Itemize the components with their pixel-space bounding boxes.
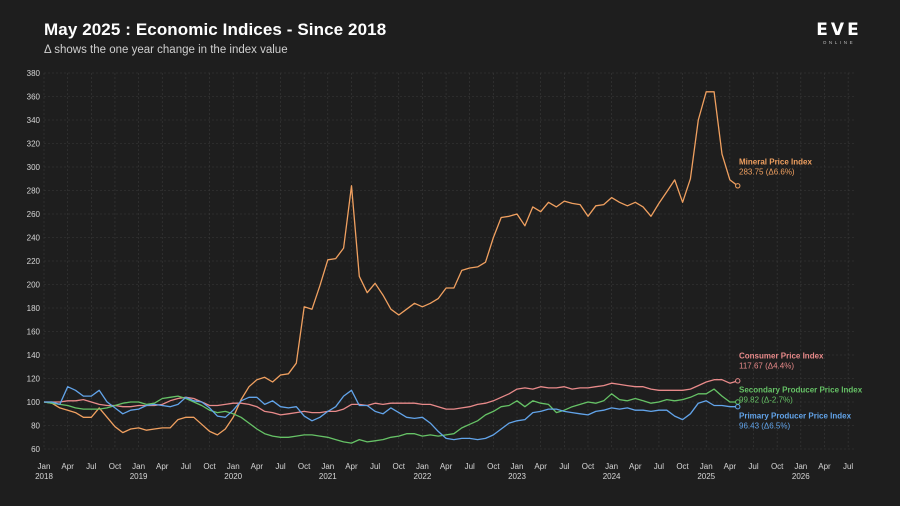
x-tick-label: Apr	[61, 462, 74, 471]
y-tick-label: 140	[27, 351, 41, 360]
y-tick-label: 220	[27, 257, 41, 266]
x-tick-label: Jan	[700, 462, 713, 471]
x-tick-label: Oct	[298, 462, 311, 471]
logo-subtitle: ONLINE	[822, 40, 856, 45]
x-tick-label: Oct	[109, 462, 122, 471]
series-group	[43, 91, 741, 444]
x-tick-label: Jan	[321, 462, 334, 471]
x-year-label: 2024	[603, 472, 621, 481]
x-year-label: 2019	[130, 472, 148, 481]
series-name-label: Primary Producer Price Index	[739, 411, 852, 420]
x-tick-label: Jul	[843, 462, 853, 471]
series-endpoint-1	[735, 378, 741, 384]
x-tick-label: Jan	[416, 462, 429, 471]
x-year-label: 2026	[792, 472, 810, 481]
y-tick-label: 300	[27, 163, 41, 172]
y-tick-label: 360	[27, 93, 41, 102]
x-tick-label: Jan	[38, 462, 51, 471]
x-year-label: 2025	[697, 472, 715, 481]
x-year-label: 2022	[414, 472, 432, 481]
y-tick-label: 200	[27, 281, 41, 290]
y-axis: 60 80 100 120 140 160 180 200 220 240 260 280 300 320…	[27, 69, 41, 454]
y-tick-label: 260	[27, 210, 41, 219]
series-line-3	[44, 386, 738, 441]
y-tick-label: 240	[27, 234, 41, 243]
grid	[43, 72, 856, 450]
x-tick-label: Oct	[487, 462, 500, 471]
series-line-0	[43, 91, 739, 436]
x-tick-label: Jan	[794, 462, 807, 471]
series-endpoint-3	[735, 404, 741, 410]
x-tick-label: Apr	[818, 462, 831, 471]
y-tick-label: 60	[31, 445, 40, 454]
series-value-label: 96.43 (Δ6.5%)	[739, 421, 790, 430]
x-tick-label: Apr	[345, 462, 358, 471]
y-tick-label: 340	[27, 116, 41, 125]
y-tick-label: 120	[27, 375, 41, 384]
y-tick-label: 320	[27, 140, 41, 149]
x-tick-label: Oct	[771, 462, 784, 471]
x-tick-label: Jul	[465, 462, 475, 471]
x-tick-label: Jul	[181, 462, 191, 471]
x-tick-label: Apr	[534, 462, 547, 471]
x-tick-label: Jul	[654, 462, 664, 471]
x-tick-label: Jan	[511, 462, 524, 471]
y-tick-label: 80	[31, 422, 40, 431]
y-tick-label: 100	[27, 398, 41, 407]
chart-title: May 2025 : Economic Indices - Since 2018	[44, 20, 387, 39]
series-value-label: 99.82 (Δ-2.7%)	[739, 396, 793, 405]
x-year-label: 2018	[35, 472, 53, 481]
y-tick-label: 380	[27, 69, 41, 78]
x-tick-label: Jul	[559, 462, 569, 471]
x-year-label: 2021	[319, 472, 337, 481]
logo-wordmark: EVE	[816, 20, 862, 40]
x-tick-label: Apr	[724, 462, 737, 471]
y-tick-label: 160	[27, 328, 41, 337]
series-endpoint-0	[735, 183, 741, 189]
x-tick-label: Apr	[440, 462, 453, 471]
x-year-label: 2023	[508, 472, 526, 481]
y-tick-label: 180	[27, 304, 41, 313]
chart-subtitle: Δ shows the one year change in the index…	[44, 44, 288, 56]
series-value-label: 283.75 (Δ6.6%)	[739, 168, 795, 177]
x-tick-label: Jul	[370, 462, 380, 471]
y-tick-label: 280	[27, 187, 41, 196]
x-tick-label: Jul	[275, 462, 285, 471]
x-tick-label: Jul	[748, 462, 758, 471]
series-value-label: 117.67 (Δ4.4%)	[739, 362, 794, 371]
x-tick-label: Jan	[605, 462, 618, 471]
series-line-2	[43, 388, 738, 444]
x-tick-label: Oct	[203, 462, 216, 471]
x-year-label: 2020	[224, 472, 242, 481]
series-name-label: Consumer Price Index	[739, 352, 824, 361]
x-tick-label: Jul	[86, 462, 96, 471]
series-name-label: Mineral Price Index	[739, 158, 812, 167]
x-tick-label: Apr	[629, 462, 642, 471]
x-tick-label: Oct	[393, 462, 406, 471]
series-name-label: Secondary Producer Price Index	[739, 386, 863, 395]
x-tick-label: Jan	[132, 462, 145, 471]
x-tick-label: Apr	[251, 462, 264, 471]
x-tick-label: Oct	[676, 462, 689, 471]
x-tick-label: Apr	[156, 462, 169, 471]
x-tick-label: Jan	[227, 462, 240, 471]
x-tick-label: Oct	[582, 462, 595, 471]
eve-online-logo: EVE ONLINE	[812, 20, 866, 46]
